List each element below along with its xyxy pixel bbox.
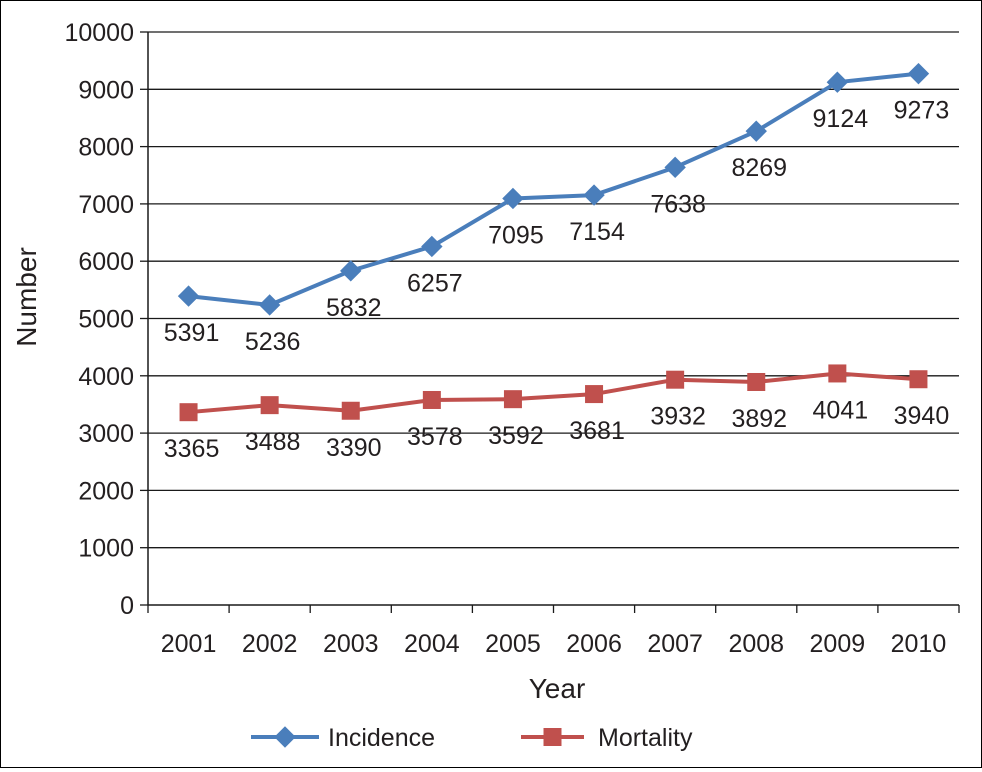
mortality-point [666, 370, 685, 389]
mortality-data-label: 3940 [894, 402, 950, 430]
legend: Incidence Mortality [251, 724, 693, 752]
x-tick-labels: 2001 2002 2003 2004 2005 2006 2007 2008 2009 2010 [161, 630, 947, 658]
x-tick-label: 2010 [891, 630, 947, 658]
x-tick-label: 2008 [728, 630, 784, 658]
legend-marker-square [543, 728, 562, 746]
mortality-data-label: 3488 [245, 428, 301, 456]
incidence-data-label: 5391 [164, 319, 220, 347]
mortality-point [909, 370, 928, 389]
incidence-point [258, 294, 281, 316]
legend-marker-diamond [274, 726, 296, 748]
incidence-point [340, 260, 362, 282]
mortality-data-label: 3592 [488, 422, 544, 450]
series-mortality [179, 364, 928, 422]
y-tick-label: 4000 [78, 363, 134, 391]
mortality-point [260, 396, 279, 415]
mortality-data-label: 3932 [650, 403, 706, 431]
x-tick-label: 2006 [566, 630, 622, 658]
incidence-point [907, 62, 930, 85]
incidence-data-label: 7095 [488, 221, 544, 249]
legend-label: Mortality [598, 724, 693, 752]
series-layer [177, 62, 930, 422]
mortality-data-label: 3578 [407, 423, 463, 451]
y-tick-label: 8000 [78, 134, 134, 162]
mortality-point [422, 390, 441, 409]
y-tick-label: 7000 [78, 191, 134, 219]
y-tick-label: 3000 [78, 420, 134, 448]
mortality-data-label: 3681 [569, 417, 625, 445]
mortality-point [341, 401, 360, 420]
incidence-point [177, 285, 200, 307]
mortality-point [179, 403, 198, 422]
incidence-data-label: 5236 [245, 328, 301, 356]
y-tick-label: 0 [120, 592, 134, 620]
legend-item-incidence: Incidence [251, 724, 435, 752]
y-tick-label: 6000 [78, 248, 134, 276]
axes [140, 31, 960, 613]
mortality-data-label: 3365 [164, 435, 220, 463]
y-tick-label: 5000 [78, 306, 134, 334]
incidence-data-label: 7154 [569, 218, 625, 246]
incidence-data-label: 7638 [650, 190, 706, 218]
y-tick-label: 1000 [78, 535, 134, 563]
incidence-point [745, 120, 767, 142]
mortality-point [585, 385, 604, 404]
mortality-point [503, 390, 522, 409]
incidence-point [664, 156, 686, 179]
x-tick-label: 2009 [810, 630, 866, 658]
incidence-data-label: 5832 [326, 294, 382, 322]
mortality-data-label: 4041 [813, 396, 869, 424]
legend-label: Incidence [328, 724, 435, 752]
series-line-incidence [188, 71, 919, 307]
mortality-point [828, 364, 847, 383]
legend-item-mortality: Mortality [521, 724, 693, 752]
x-axis-title: Year [529, 673, 586, 704]
mortality-point [747, 372, 766, 391]
incidence-point [583, 184, 605, 206]
x-tick-label: 2001 [161, 630, 217, 658]
mortality-data-label: 3390 [326, 434, 382, 462]
y-tick-labels: 0 1000 2000 3000 4000 5000 6000 7000 8000 9000 100… [64, 19, 134, 620]
mortality-data-label: 3892 [731, 405, 787, 433]
gridlines [148, 31, 959, 549]
incidence-data-label: 9124 [813, 105, 869, 133]
incidence-point [421, 235, 443, 258]
x-tick-label: 2003 [323, 630, 379, 658]
incidence-data-label: 6257 [407, 269, 463, 297]
x-tick-label: 2002 [242, 630, 298, 658]
series-line-mortality [188, 371, 919, 415]
incidence-data-label: 8269 [731, 154, 787, 182]
incidence-point [502, 187, 524, 210]
incidence-data-label: 9273 [894, 97, 950, 125]
series-incidence [177, 62, 930, 316]
x-tick-label: 2004 [404, 630, 460, 658]
x-tick-label: 2005 [485, 630, 541, 658]
data-labels: 5391 5236 5832 6257 7095 7154 7638 8269 9124 9273… [164, 97, 950, 464]
x-tick-label: 2007 [647, 630, 703, 658]
y-tick-label: 10000 [64, 19, 134, 47]
y-axis-title: Number [11, 247, 42, 347]
incidence-point [826, 71, 849, 93]
y-tick-label: 2000 [78, 477, 134, 505]
y-tick-label: 9000 [78, 76, 134, 104]
